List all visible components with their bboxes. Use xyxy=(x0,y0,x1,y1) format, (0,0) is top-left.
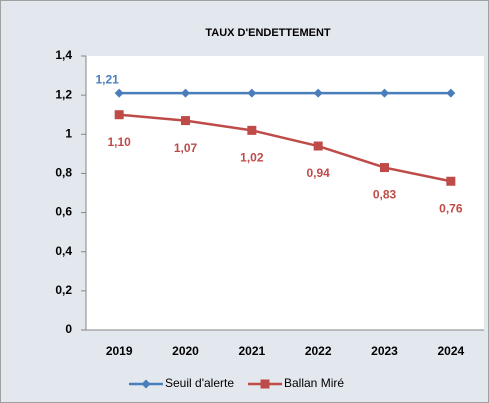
data-point xyxy=(313,88,323,98)
y-tick-label: 0,2 xyxy=(55,283,72,297)
data-label: 0,94 xyxy=(306,166,330,180)
x-tick-label: 2022 xyxy=(305,344,332,358)
y-tick-label: 1 xyxy=(65,126,72,140)
data-point xyxy=(380,163,389,173)
data-point xyxy=(181,88,190,98)
y-tick-label: 0,6 xyxy=(55,205,72,219)
data-label: 0,83 xyxy=(373,188,397,202)
y-tick-label: 0,4 xyxy=(55,244,72,258)
data-point xyxy=(313,141,323,151)
data-label: 1,07 xyxy=(174,141,198,155)
x-tick-label: 2019 xyxy=(106,344,133,358)
data-label: 0,76 xyxy=(439,201,463,215)
y-tick-label: 1,4 xyxy=(55,48,72,62)
y-tick-label: 0,8 xyxy=(55,166,72,180)
y-tick-label: 1,2 xyxy=(55,87,72,101)
x-tick-label: 2021 xyxy=(238,344,265,358)
data-label: 1,10 xyxy=(107,135,131,149)
y-tick-label: 0 xyxy=(65,322,72,336)
data-point xyxy=(247,88,257,98)
data-point xyxy=(114,110,124,120)
data-point xyxy=(114,88,124,98)
data-point xyxy=(247,125,257,135)
legend-marker xyxy=(260,379,270,389)
legend-label: Seuil d'alerte xyxy=(165,376,234,390)
data-label: 1,21 xyxy=(95,72,119,86)
series-line xyxy=(119,113,452,183)
data-point xyxy=(446,176,456,186)
chart-title: TAUX D'ENDETTEMENT xyxy=(205,27,331,39)
x-tick-label: 2020 xyxy=(172,344,199,358)
plot-area xyxy=(86,56,484,330)
data-point xyxy=(380,88,389,98)
x-tick-label: 2024 xyxy=(437,344,464,358)
x-tick-label: 2023 xyxy=(371,344,398,358)
data-point xyxy=(446,88,456,98)
data-point xyxy=(181,116,190,126)
legend-marker xyxy=(141,379,151,389)
legend-label: Ballan Miré xyxy=(284,376,344,390)
data-label: 1,02 xyxy=(240,151,264,165)
